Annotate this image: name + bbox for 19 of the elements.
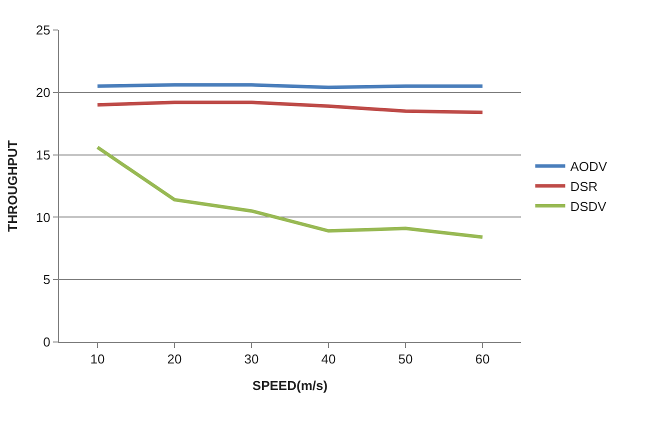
y-tick-label: 15 — [36, 147, 50, 162]
legend-label: DSDV — [570, 198, 607, 214]
x-tick-label: 50 — [398, 352, 413, 367]
y-tick-label: 5 — [43, 272, 50, 288]
y-tick-label: 20 — [36, 84, 50, 100]
y-tick-label: 25 — [36, 22, 50, 38]
y-axis-title: THROUGHPUT — [4, 140, 20, 232]
x-tick-label: 20 — [167, 352, 182, 367]
line-series — [96, 100, 484, 114]
x-tick-label: 40 — [321, 352, 336, 367]
legend-label: DSR — [570, 178, 598, 194]
y-tick-label: 0 — [43, 334, 50, 350]
x-tick-label: 10 — [90, 352, 105, 367]
x-tick-label: 60 — [475, 352, 490, 367]
x-tick-label: 30 — [244, 352, 259, 367]
line-series — [96, 146, 484, 239]
y-tick-label: 10 — [36, 210, 50, 225]
x-axis-title: SPEED(m/s) — [252, 378, 328, 394]
legend-label: AODV — [570, 159, 608, 174]
